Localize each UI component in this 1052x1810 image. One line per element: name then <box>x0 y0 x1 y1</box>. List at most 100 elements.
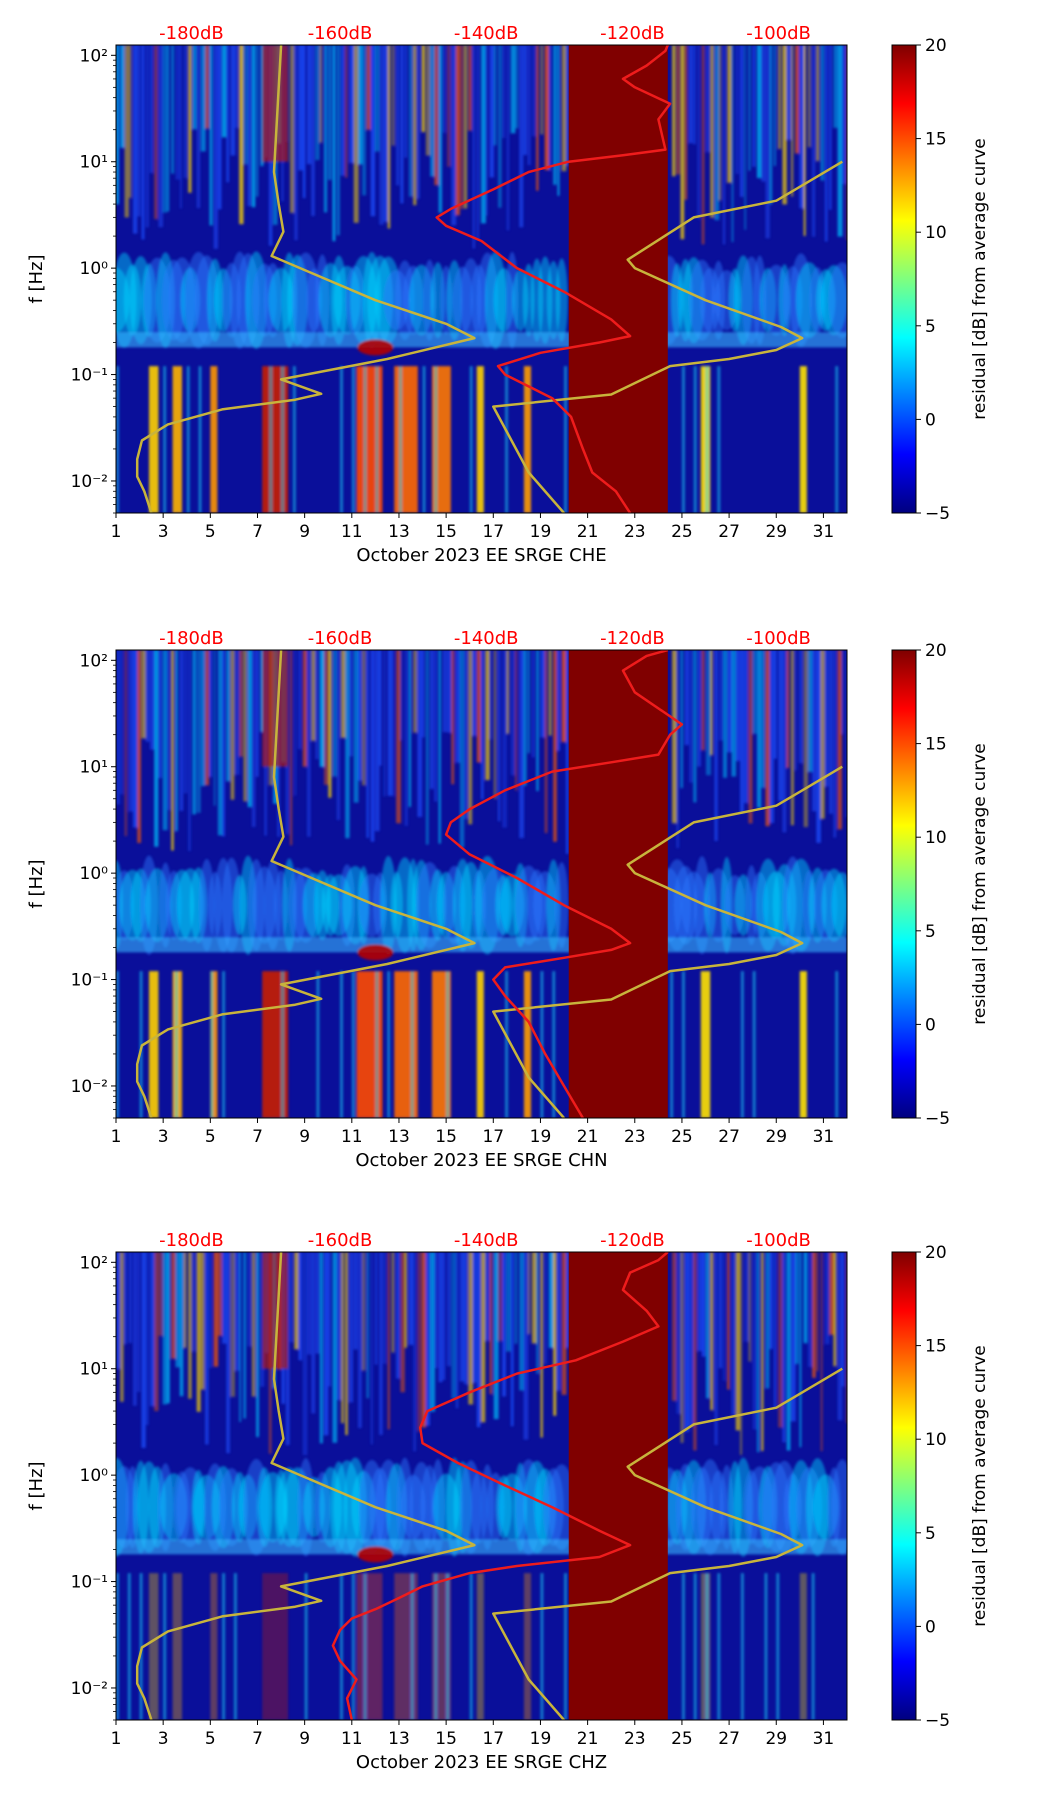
axes-frame <box>115 1251 848 1721</box>
y-tick-label: 10⁰ <box>80 864 109 884</box>
colorbar-tick-label: 10 <box>925 1430 947 1450</box>
x-tick-label: 5 <box>205 1127 216 1147</box>
top-db-label: -120dB <box>600 628 665 649</box>
x-tick-label: 27 <box>718 1729 740 1749</box>
colorbar-tick-label: −5 <box>925 1109 950 1129</box>
reference-noise-curve <box>492 1367 843 1720</box>
colorbar-tick-label: −5 <box>925 1711 950 1731</box>
x-tick-label: 29 <box>765 522 787 542</box>
top-db-label: -140dB <box>454 23 519 44</box>
y-tick-label: 10⁰ <box>80 1466 109 1486</box>
spectrogram-texture <box>116 45 847 513</box>
y-tick-label: 10⁻² <box>71 1679 108 1699</box>
colorbar-tick-label: 15 <box>925 130 947 150</box>
y-tick-label: 10⁻² <box>71 472 108 492</box>
x-tick-label: 25 <box>671 522 693 542</box>
panel-3: 1 3 5 7 9 11 13 15 17 19 21 23 25 27 29 3110⁻²10⁻¹10⁰10… <box>26 1230 990 1773</box>
colorbar <box>891 1251 917 1721</box>
reference-noise-curve <box>492 765 843 1118</box>
colorbar-tick-label: 10 <box>925 828 947 848</box>
y-axis-label: f [Hz] <box>26 1461 47 1510</box>
axes-frame <box>115 44 848 514</box>
colorbar-tick-label: −5 <box>925 504 950 524</box>
x-tick-label: 3 <box>158 1729 169 1749</box>
x-tick-label: 31 <box>813 1729 835 1749</box>
y-tick-label: 10⁻² <box>71 1077 108 1097</box>
colorbar-label: residual [dB] from average curve <box>970 743 990 1024</box>
colorbar-tick-label: 20 <box>925 36 947 56</box>
x-tick-label: 17 <box>482 1729 504 1749</box>
x-axis-label: October 2023 EE SRGE CHN <box>355 1150 607 1171</box>
top-db-label: -140dB <box>454 628 519 649</box>
x-tick-label: 11 <box>341 1127 363 1147</box>
top-db-label: -120dB <box>600 1230 665 1251</box>
x-tick-label: 15 <box>435 1729 457 1749</box>
x-tick-label: 15 <box>435 522 457 542</box>
colorbar-tick-label: 15 <box>925 735 947 755</box>
y-tick-label: 10¹ <box>80 153 108 173</box>
x-tick-label: 7 <box>252 1127 263 1147</box>
x-tick-label: 15 <box>435 1127 457 1147</box>
x-axis-label: October 2023 EE SRGE CHZ <box>356 1752 607 1773</box>
colorbar-tick-label: 5 <box>925 317 936 337</box>
y-tick-label: 10⁻¹ <box>71 1573 108 1593</box>
x-tick-label: 13 <box>388 1729 410 1749</box>
y-tick-label: 10² <box>80 46 108 66</box>
red-average-curve <box>331 1252 669 1720</box>
y-tick-label: 10⁰ <box>80 259 109 279</box>
colorbar <box>891 44 917 514</box>
y-axis-label: f [Hz] <box>26 859 47 908</box>
x-tick-label: 25 <box>671 1729 693 1749</box>
x-tick-label: 5 <box>205 522 216 542</box>
red-average-curve <box>444 650 684 1118</box>
saturated-band <box>568 1252 668 1720</box>
colorbar-tick-label: 20 <box>925 1243 947 1263</box>
x-tick-label: 9 <box>299 522 310 542</box>
saturated-band <box>568 45 668 513</box>
x-tick-label: 1 <box>111 522 122 542</box>
colorbar-tick-label: 10 <box>925 223 947 243</box>
axes-frame <box>115 649 848 1119</box>
red-average-curve <box>435 45 672 513</box>
panel-1: 1 3 5 7 9 11 13 15 17 19 21 23 25 27 29 3110⁻²10⁻¹10⁰10… <box>26 23 990 566</box>
x-tick-label: 31 <box>813 1127 835 1147</box>
x-tick-label: 21 <box>577 1127 599 1147</box>
top-db-label: -160dB <box>308 628 373 649</box>
x-tick-label: 13 <box>388 1127 410 1147</box>
x-tick-label: 21 <box>577 522 599 542</box>
x-tick-label: 29 <box>765 1127 787 1147</box>
yellow-noise-curve <box>135 45 476 513</box>
top-db-label: -100dB <box>746 1230 811 1251</box>
x-tick-label: 11 <box>341 1729 363 1749</box>
panel-2: 1 3 5 7 9 11 13 15 17 19 21 23 25 27 29 3110⁻²10⁻¹10⁰10… <box>26 628 990 1171</box>
top-db-label: -180dB <box>159 1230 224 1251</box>
x-tick-label: 25 <box>671 1127 693 1147</box>
x-tick-label: 13 <box>388 522 410 542</box>
spectrogram-area <box>116 45 847 513</box>
x-tick-label: 9 <box>299 1729 310 1749</box>
x-tick-label: 31 <box>813 522 835 542</box>
x-tick-label: 1 <box>111 1127 122 1147</box>
x-tick-label: 19 <box>530 1729 552 1749</box>
saturated-band <box>568 650 668 1118</box>
spectrogram-area <box>116 1252 847 1720</box>
x-tick-label: 23 <box>624 1729 646 1749</box>
colorbar-label: residual [dB] from average curve <box>970 138 990 419</box>
x-tick-label: 11 <box>341 522 363 542</box>
top-db-label: -180dB <box>159 628 224 649</box>
top-db-label: -160dB <box>308 23 373 44</box>
colorbar-tick-label: 5 <box>925 1524 936 1544</box>
x-tick-label: 29 <box>765 1729 787 1749</box>
y-tick-label: 10⁻¹ <box>71 366 108 386</box>
colorbar-tick-label: 0 <box>925 1617 936 1637</box>
yellow-noise-curve <box>135 1252 476 1720</box>
colorbar <box>891 649 917 1119</box>
colorbar-tick-label: 0 <box>925 1015 936 1035</box>
reference-noise-curve <box>492 160 843 513</box>
x-tick-label: 3 <box>158 522 169 542</box>
x-tick-label: 19 <box>530 1127 552 1147</box>
x-tick-label: 17 <box>482 1127 504 1147</box>
colorbar-label: residual [dB] from average curve <box>970 1345 990 1626</box>
colorbar-tick-label: 15 <box>925 1337 947 1357</box>
